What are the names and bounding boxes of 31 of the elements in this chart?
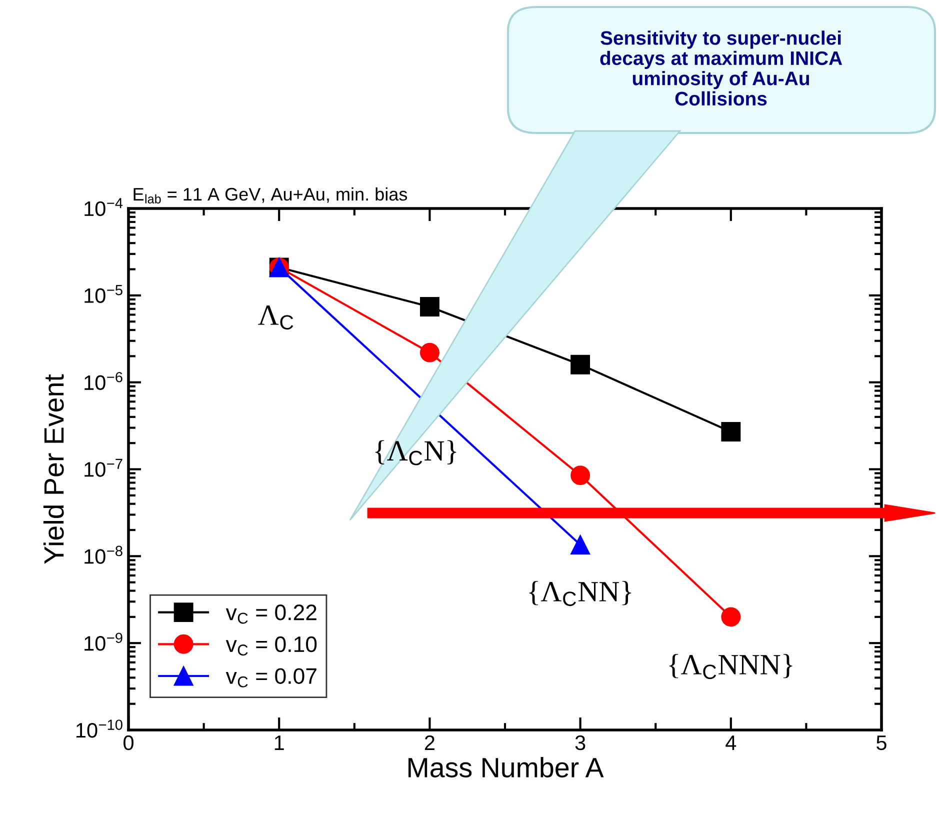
- x-tick-label: 1: [274, 736, 284, 750]
- chart-subtitle: E$_{lab}$ = 11 A GeV, Au+Au, min. bias: [134, 187, 408, 204]
- x-tick-label: 5: [876, 736, 886, 750]
- x-tick-label: 4: [726, 736, 736, 750]
- y-tick-label: 10$^{−8}$: [84, 546, 122, 564]
- point: [570, 466, 590, 486]
- y-tick-label: 10$^{−7}$: [84, 458, 122, 477]
- y-axis-title: Yield Per Event: [43, 374, 64, 564]
- x-tick-label: 0: [124, 735, 134, 750]
- text: Sensitivity to super-nuclei decays at maximum INICA uminosity of Au-Au Collisions: [600, 30, 842, 106]
- point: [721, 422, 741, 442]
- y-tick-label: 10$^{−9}$: [84, 632, 122, 651]
- x-axis-title: Mass Number A: [408, 757, 604, 778]
- y-tick-label: 10$^{−4}$: [84, 198, 123, 216]
- legend-label: v$_{C}$ = 0.07: [226, 668, 316, 688]
- y-tick-label: 10$^{−10}$: [76, 720, 122, 738]
- legend-label: v$_{C}$ = 0.10: [226, 636, 317, 656]
- annotation: {Λ$_{C}$N}: [375, 440, 456, 466]
- x-tick-label: 3: [575, 735, 586, 750]
- annotation: {Λ$_{C}$NN}: [529, 581, 632, 606]
- y-tick-label: 10$^{−6}$: [84, 372, 122, 390]
- y-tick-label: 10$^{−5}$: [84, 285, 122, 303]
- annotation: Λ$_{C}$: [258, 305, 294, 330]
- point: [570, 535, 590, 555]
- point: [570, 354, 590, 374]
- point: [420, 297, 440, 317]
- annotation: {Λ$_{C}$NNN}: [669, 654, 792, 680]
- point: [721, 607, 741, 627]
- x-tick-label: 2: [424, 735, 434, 750]
- legend-label: v$_{C}$ = 0.22: [226, 604, 316, 624]
- point: [420, 342, 440, 362]
